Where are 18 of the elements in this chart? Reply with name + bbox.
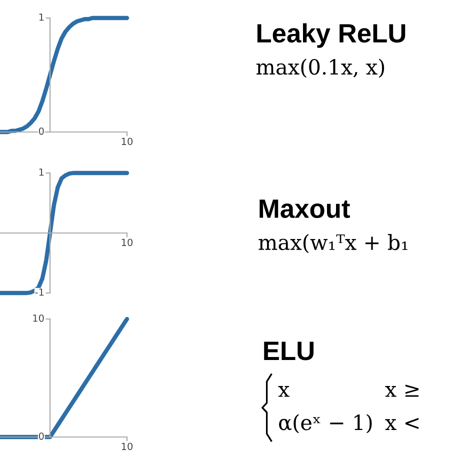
text: x < — [385, 418, 419, 430]
text: Maxout — [260, 200, 350, 218]
text: Leaky ReLU — [257, 23, 406, 48]
text: max(0.1x, x) — [256, 58, 384, 78]
y-tick-label: 0 — [38, 127, 44, 135]
text: max(w₁ᵀx + b₁ — [258, 234, 408, 254]
text: 10 — [122, 138, 133, 146]
y-tick-label: 1 — [39, 168, 44, 176]
text: ELU — [264, 342, 314, 360]
text: α(eˣ − 1) — [278, 414, 372, 434]
text: x ≥ — [385, 384, 419, 397]
text: x — [278, 386, 290, 397]
y-tick-label: 10 — [33, 314, 44, 322]
text: 10 — [122, 442, 133, 450]
y-tick-label: -1 — [35, 288, 44, 296]
line-series — [0, 16, 130, 134]
y-tick-label: 1 — [39, 14, 44, 21]
annotation: 10 — [122, 238, 133, 246]
